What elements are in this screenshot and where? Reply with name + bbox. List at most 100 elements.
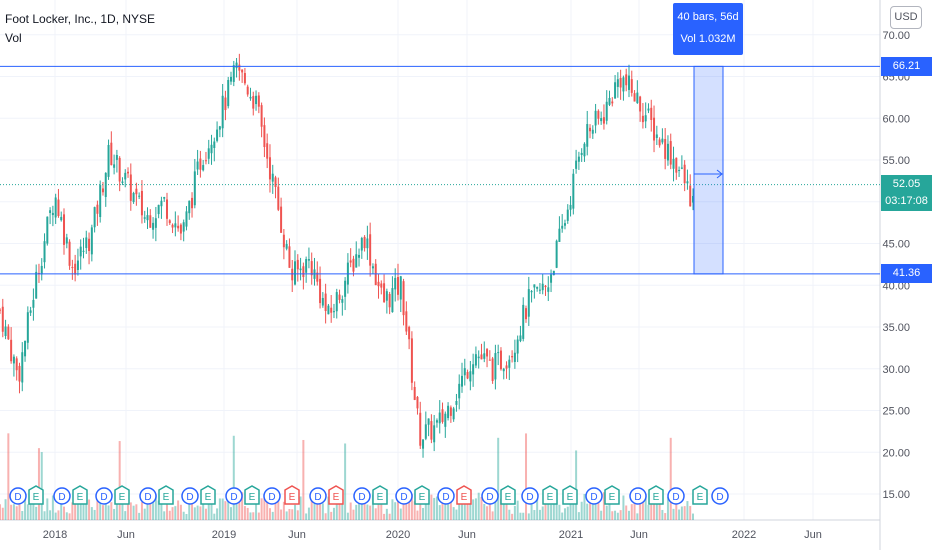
candle-body	[54, 197, 57, 218]
candle-body	[422, 439, 425, 449]
candle-body	[263, 125, 266, 148]
volume-bar	[614, 510, 617, 520]
earnings-event-icon	[456, 485, 472, 505]
measure-volume: Vol 1.032M	[680, 33, 736, 45]
candle-body	[46, 216, 49, 244]
volume-bar	[692, 513, 694, 520]
event-label: E	[205, 492, 212, 503]
candle-body	[505, 365, 508, 369]
measure-range-box	[693, 65, 724, 275]
volume-bar	[474, 498, 477, 520]
volume-bar	[661, 509, 664, 520]
volume-bar	[115, 496, 118, 520]
volume-bar	[252, 512, 255, 520]
candle-body	[260, 105, 263, 127]
volume-bar	[93, 509, 96, 520]
price-tick-label: 25.00	[882, 406, 910, 418]
volume-bar	[678, 509, 681, 520]
candle-body	[658, 139, 661, 146]
candle-body	[486, 349, 489, 357]
earnings-event-icon	[542, 485, 558, 505]
volume-bar	[124, 511, 127, 520]
volume-bar	[477, 492, 480, 520]
candle-body	[536, 286, 539, 289]
volume-bar	[316, 498, 319, 520]
volume-bar	[580, 501, 583, 520]
dividend-event-icon	[9, 487, 27, 505]
volume-bar	[29, 497, 32, 520]
candle-body	[583, 143, 586, 157]
candle-body	[360, 238, 363, 251]
volume-bar	[488, 496, 491, 520]
dividend-event-icon	[395, 487, 413, 505]
volume-bar	[310, 497, 313, 520]
candle-body	[1, 306, 4, 332]
volume-bar	[249, 512, 252, 520]
candle-body	[377, 281, 380, 287]
volume-bar	[146, 503, 149, 520]
volume-bar	[572, 504, 575, 520]
candle-body	[463, 368, 466, 376]
candle-body	[171, 224, 174, 228]
event-label: E	[33, 492, 40, 503]
volume-bar	[140, 502, 143, 520]
volume-bar	[413, 501, 416, 520]
volume-bar	[558, 504, 561, 520]
volume-bar	[90, 507, 93, 520]
candle-body	[185, 211, 188, 227]
volume-bar	[324, 513, 327, 520]
candle-body	[641, 115, 644, 123]
candle-body	[675, 157, 678, 173]
candle-body	[408, 326, 411, 340]
candle-body	[143, 217, 146, 219]
candle-body	[678, 169, 681, 171]
volume-bar	[444, 500, 447, 520]
volume-bar	[7, 433, 10, 520]
volume-bar	[82, 499, 85, 520]
volume-bar	[296, 510, 299, 520]
candle-body	[235, 62, 238, 69]
candle-body	[444, 413, 447, 427]
candle-body	[552, 270, 555, 276]
candle-body	[90, 227, 93, 255]
volume-bar	[101, 505, 104, 520]
candle-body	[238, 64, 241, 71]
candle-body	[221, 95, 224, 129]
candle-body	[327, 305, 330, 315]
volume-bar	[402, 497, 405, 520]
volume-bar	[43, 511, 46, 520]
event-label: D	[58, 492, 65, 503]
candle-body	[672, 158, 675, 169]
candle-body	[385, 291, 388, 301]
earnings-event-icon	[244, 485, 260, 505]
volume-bar	[527, 513, 530, 520]
candle-body	[113, 164, 116, 168]
candle-body	[497, 352, 500, 354]
volume-bar	[611, 511, 614, 520]
candle-body	[146, 215, 149, 221]
earnings-event-icon	[158, 485, 174, 505]
candle-body	[527, 289, 530, 317]
candle-body	[366, 238, 369, 249]
candle-body	[477, 356, 480, 359]
volume-bar	[113, 508, 116, 520]
volume-bar	[302, 439, 305, 520]
currency-button[interactable]: USD	[890, 6, 922, 29]
volume-bar	[221, 498, 224, 520]
candle-body	[530, 291, 533, 293]
candle-body	[563, 223, 566, 226]
volume-bar	[335, 499, 338, 520]
volume-bar	[658, 494, 661, 520]
time-tick-label: 2020	[386, 529, 410, 541]
volume-bar	[185, 513, 188, 520]
volume-bar	[319, 495, 322, 520]
candle-body	[299, 268, 302, 271]
candle-body	[630, 79, 633, 93]
dividend-event-icon	[139, 487, 157, 505]
candle-body	[513, 352, 516, 362]
volume-bar	[686, 501, 689, 520]
candle-body	[435, 420, 438, 423]
candle-body	[644, 115, 647, 122]
earnings-event-icon	[500, 485, 516, 505]
